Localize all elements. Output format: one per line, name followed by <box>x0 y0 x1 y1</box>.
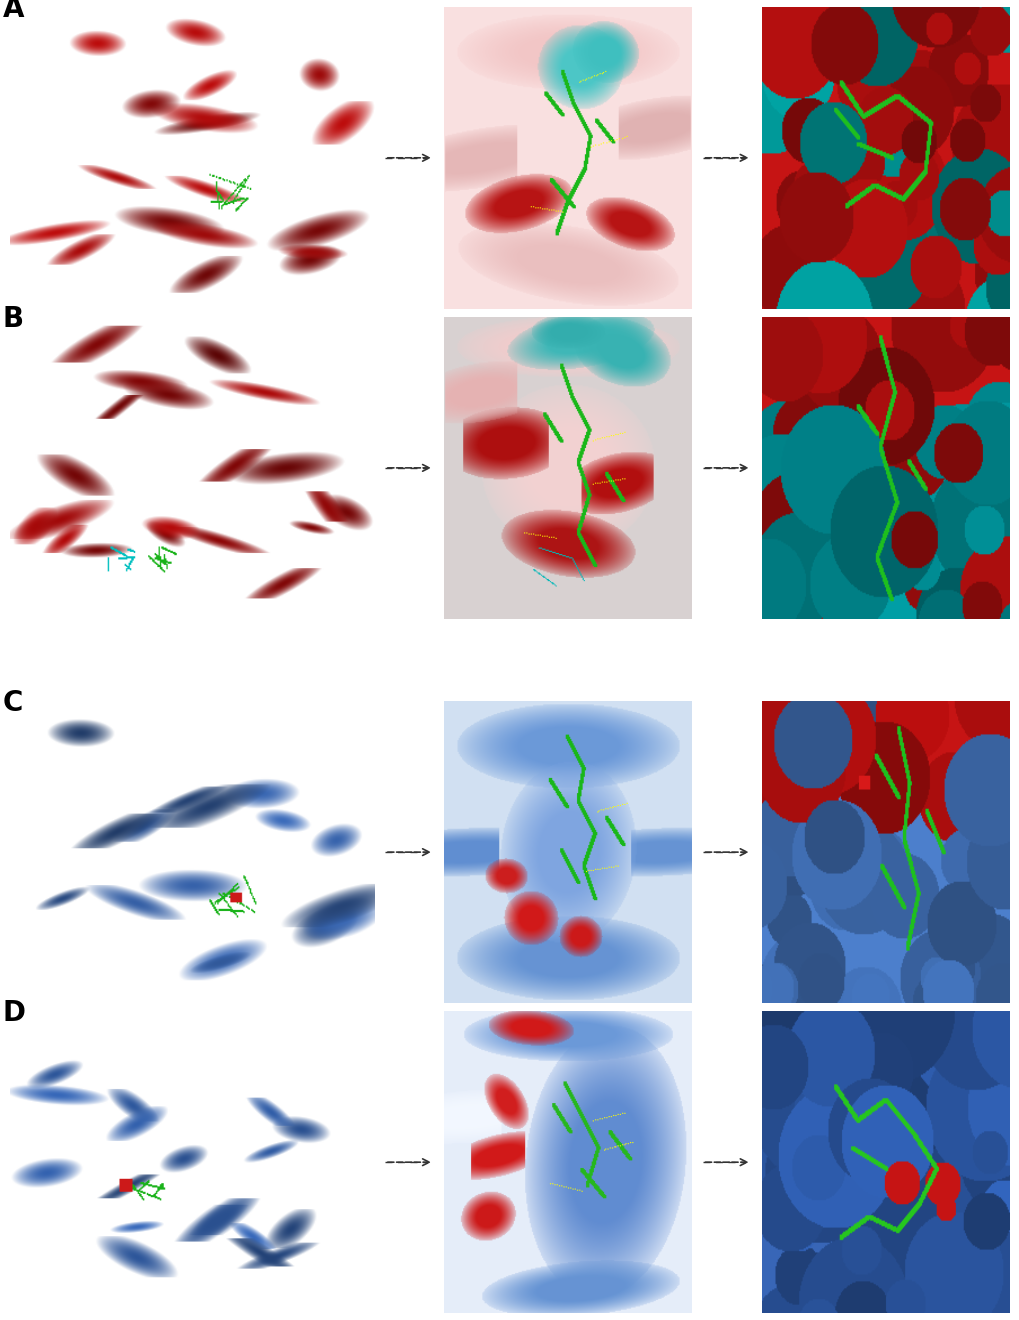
Text: B: B <box>3 305 24 333</box>
Text: D: D <box>3 999 25 1027</box>
Text: A: A <box>3 0 24 22</box>
Text: C: C <box>3 689 23 717</box>
